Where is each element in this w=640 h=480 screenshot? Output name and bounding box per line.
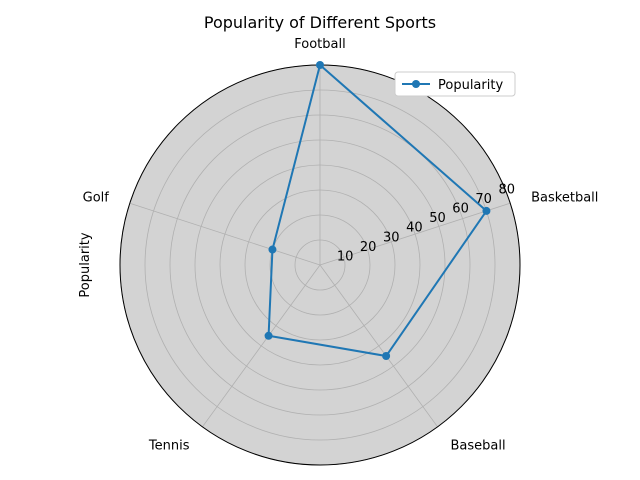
radial-tick-label: 20	[360, 240, 377, 255]
data-point-5	[268, 245, 277, 254]
category-labels: Football Basketball Baseball Tennis Golf	[83, 37, 599, 454]
grid-spoke-3	[319, 264, 438, 428]
radial-tick-label: 30	[383, 230, 400, 245]
radial-tick-label: 70	[475, 192, 492, 207]
category-label-2: Basketball	[531, 190, 598, 205]
category-label-5: Golf	[83, 190, 110, 205]
radial-tick-label: 10	[337, 249, 354, 264]
legend: Popularity	[394, 71, 516, 97]
radial-tick-label: 40	[406, 221, 423, 236]
radial-tick-label: 60	[452, 202, 469, 217]
y-axis-label: Popularity	[78, 232, 93, 297]
grid-spoke-2	[319, 202, 511, 266]
series-layer	[264, 61, 491, 361]
category-label-4: Tennis	[148, 439, 190, 454]
series-line	[267, 64, 488, 358]
chart-title: Popularity of Different Sports	[204, 13, 436, 32]
data-point-4	[264, 331, 273, 340]
radial-tick-labels: 10 20 30 40 50 60 70 80	[337, 182, 515, 264]
data-point-2	[482, 206, 491, 215]
radial-tick-label: 50	[429, 211, 446, 226]
legend-box	[394, 71, 516, 97]
category-label-1: Football	[294, 37, 345, 52]
grid-spoke-5	[129, 202, 321, 266]
legend-label: Popularity	[438, 78, 503, 93]
data-point-1	[316, 61, 324, 69]
category-label-3: Baseball	[450, 439, 505, 454]
legend-marker	[412, 80, 420, 88]
data-point-3	[382, 352, 391, 361]
grid-spoke-4	[202, 264, 321, 428]
radial-tick-label: 80	[499, 182, 516, 197]
